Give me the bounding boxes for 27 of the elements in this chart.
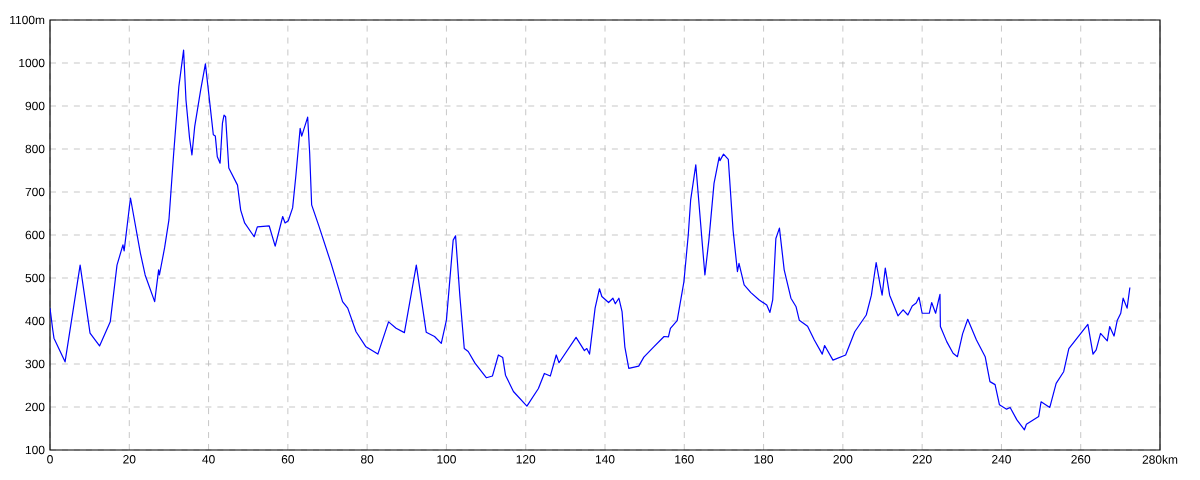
y-tick-label: 200 — [25, 402, 45, 412]
x-tick-label: 260 — [1071, 455, 1091, 464]
y-tick-label: 600 — [25, 230, 45, 240]
x-tick-label: 40 — [202, 455, 215, 464]
y-tick-label: 1100m — [10, 15, 45, 25]
y-tick-label: 300 — [25, 359, 45, 369]
y-tick-label: 700 — [25, 187, 45, 197]
y-tick-label: 1000 — [19, 58, 45, 68]
y-tick-label: 500 — [25, 273, 45, 283]
x-tick-label: 180 — [754, 455, 774, 464]
x-tick-label: 120 — [516, 455, 536, 464]
x-tick-label: 80 — [361, 455, 374, 464]
x-tick-label: 160 — [675, 455, 694, 464]
x-tick-label: 140 — [595, 455, 615, 464]
y-tick-label: 100 — [25, 445, 45, 455]
x-tick-label: 0 — [47, 455, 53, 464]
x-tick-label: 220 — [912, 455, 932, 464]
x-tick-label: 200 — [833, 455, 853, 464]
x-tick-label: 240 — [992, 455, 1011, 464]
y-tick-label: 800 — [25, 144, 45, 154]
line-series — [50, 49, 1131, 431]
y-tick-label: 400 — [25, 316, 45, 326]
x-tick-label: 60 — [281, 455, 295, 464]
x-tick-label: 280km — [1142, 455, 1178, 464]
x-tick-label: 20 — [123, 455, 136, 464]
x-tick-label: 100 — [437, 455, 456, 464]
y-tick-label: 900 — [25, 101, 45, 111]
